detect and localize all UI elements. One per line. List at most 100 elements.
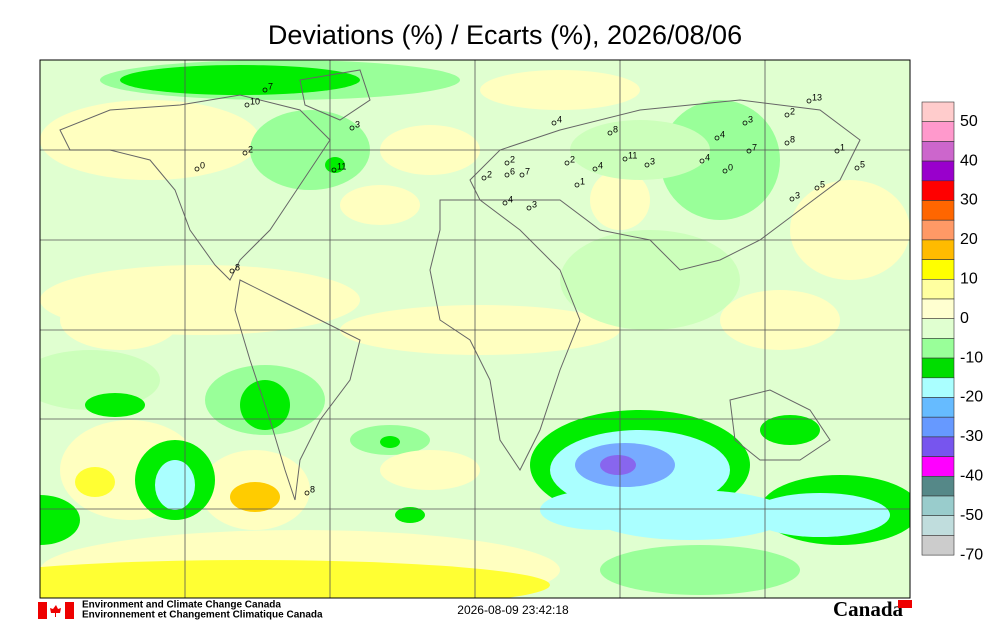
station <box>526 205 532 211</box>
colorbar-swatch <box>921 515 955 536</box>
station <box>592 166 598 172</box>
station-value: 2 <box>248 144 253 154</box>
station-value: 7 <box>268 81 273 91</box>
colorbar-swatch <box>921 357 955 379</box>
station <box>714 135 720 141</box>
station <box>722 168 728 174</box>
station-value: 4 <box>557 114 562 124</box>
station <box>644 162 650 168</box>
colorbar-swatch <box>921 495 955 517</box>
station-value: 8 <box>613 124 618 134</box>
station-value: 3 <box>795 190 800 200</box>
colorbar: 50 40 30 20 10 0 -10 -20 -30 -40 -50 -70 <box>921 101 983 563</box>
colorbar-label: 40 <box>960 152 978 169</box>
colorbar-swatch <box>921 456 955 477</box>
station <box>742 120 748 126</box>
agency-en: Environment and Climate Change Canada <box>82 600 281 611</box>
colorbar-swatch <box>921 180 955 201</box>
colorbar-label: 10 <box>960 271 978 288</box>
station-value: 1 <box>580 176 585 186</box>
field-contour <box>480 70 640 110</box>
colorbar-label: 30 <box>960 192 978 209</box>
title: Deviations (%) / Ecarts (%), 2026/08/06 <box>268 20 742 50</box>
station <box>834 148 840 154</box>
colorbar-label: -20 <box>960 389 983 406</box>
colorbar-swatch <box>921 298 955 320</box>
colorbar-swatch <box>921 338 955 359</box>
field-contour <box>750 493 890 537</box>
station-value: 4 <box>720 129 725 139</box>
station-value: 4 <box>598 160 603 170</box>
station-value: 0 <box>728 162 733 172</box>
colorbar-swatch <box>921 318 955 339</box>
flag-band <box>38 602 47 619</box>
colorbar-label: -70 <box>960 546 983 563</box>
colorbar-swatch <box>921 259 955 280</box>
station-value: 3 <box>748 114 753 124</box>
colorbar-label: -40 <box>960 468 983 485</box>
station-value: 10 <box>250 96 260 106</box>
station-value: 5 <box>820 179 825 189</box>
maple-leaf <box>50 605 61 617</box>
colorbar-swatch <box>921 436 955 457</box>
station <box>814 185 820 191</box>
coastline <box>234 279 361 501</box>
colorbar-swatch <box>921 160 955 182</box>
station <box>551 120 557 126</box>
colorbar-swatch <box>921 278 955 300</box>
coastline <box>469 99 861 271</box>
station <box>242 150 248 156</box>
station-value: 11 <box>337 161 346 171</box>
coastline <box>59 94 331 281</box>
colorbar-label: -10 <box>960 349 983 366</box>
footer: Environment and Climate Change Canada En… <box>38 597 912 621</box>
field-contour <box>395 507 425 523</box>
station <box>746 148 752 154</box>
field-contour <box>600 545 800 595</box>
station <box>784 140 790 146</box>
station-value: 8 <box>235 262 240 272</box>
station-value: 1 <box>840 142 845 152</box>
colorbar-swatch <box>921 200 955 221</box>
station <box>789 196 795 202</box>
station-value: 3 <box>650 156 655 166</box>
station <box>244 102 250 108</box>
station <box>806 98 812 104</box>
station-value: 6 <box>510 166 515 176</box>
field-contour <box>85 393 145 417</box>
station-value: 0 <box>200 160 205 170</box>
station-value: 8 <box>790 134 795 144</box>
colorbar-swatch <box>921 239 955 260</box>
station <box>699 158 705 164</box>
station-value: 11 <box>628 150 637 160</box>
field-contour <box>40 100 260 180</box>
station <box>504 160 510 166</box>
station-value: 3 <box>355 119 360 129</box>
field-contour <box>720 290 840 350</box>
station-value: 2 <box>790 106 795 116</box>
flag-band <box>65 602 74 619</box>
station-value: 7 <box>752 142 757 152</box>
station <box>854 165 860 171</box>
station <box>784 112 790 118</box>
station-value: 5 <box>860 159 865 169</box>
colorbar-label: 0 <box>960 310 969 327</box>
station-value: 4 <box>705 152 710 162</box>
field-contour <box>380 436 400 448</box>
field-contour <box>40 495 80 545</box>
station-value: 13 <box>812 92 822 102</box>
field-contour <box>60 290 180 350</box>
field-contour <box>340 185 420 225</box>
station <box>607 130 613 136</box>
field-contour <box>155 460 195 510</box>
colorbar-swatch <box>921 397 955 418</box>
field-contour <box>380 450 480 490</box>
station-value: 7 <box>525 166 530 176</box>
station <box>504 172 510 178</box>
station-value: 3 <box>532 199 537 209</box>
colorbar-swatch <box>921 416 955 438</box>
field-contour <box>790 180 910 280</box>
wordmark: Canada <box>833 597 904 621</box>
station <box>262 87 268 93</box>
